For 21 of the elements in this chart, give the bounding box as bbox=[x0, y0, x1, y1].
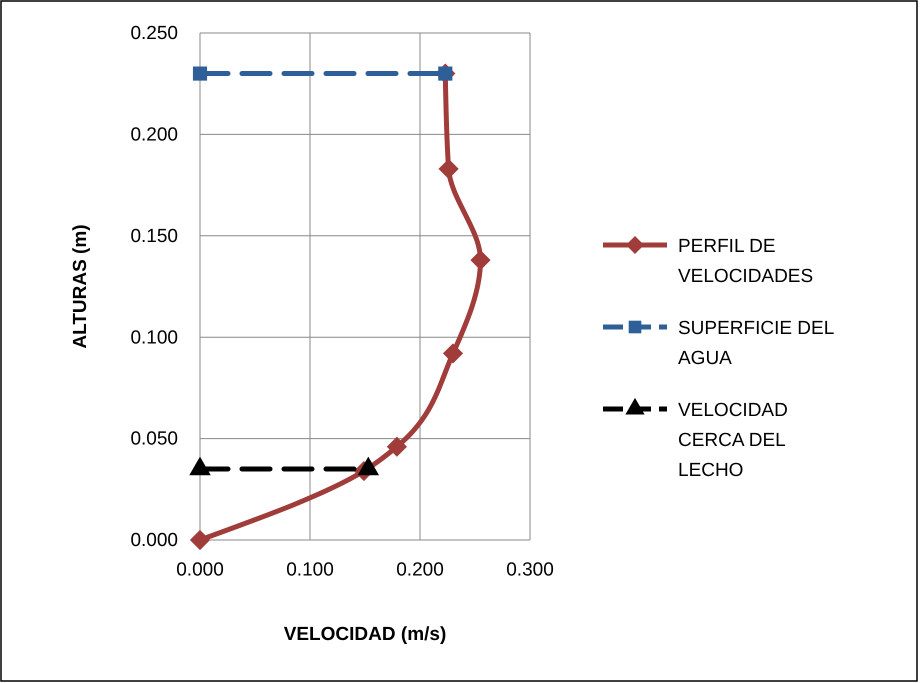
point bbox=[438, 158, 459, 179]
point bbox=[386, 436, 407, 457]
y-tick-label: 0.050 bbox=[130, 428, 178, 450]
x-tick-label: 0.300 bbox=[506, 559, 554, 580]
y-tick-label: 0.200 bbox=[130, 124, 178, 146]
point bbox=[470, 250, 491, 270]
y-tick-label: 0.100 bbox=[130, 327, 178, 348]
point bbox=[192, 66, 208, 81]
x-tick-label: 0.000 bbox=[176, 559, 224, 580]
x-axis-title: VELOCIDAD (m/s) bbox=[284, 624, 446, 645]
y-tick-label: 0.000 bbox=[130, 530, 178, 552]
y-tick-label: 0.150 bbox=[130, 226, 178, 247]
legend-label: VELOCIDAD CERCA DEL LECHO bbox=[678, 400, 788, 481]
legend-label: PERFIL DE VELOCIDADES bbox=[678, 236, 814, 287]
point bbox=[442, 343, 464, 364]
x-tick-label: 0.100 bbox=[286, 559, 334, 580]
point bbox=[190, 530, 210, 550]
y-tick-label: 0.250 bbox=[130, 23, 178, 44]
x-tick-label: 0.200 bbox=[396, 559, 444, 580]
legend-label: SUPERFICIE DEL AGUA bbox=[678, 318, 834, 369]
y-axis-title: ALTURAS (m) bbox=[70, 224, 91, 349]
